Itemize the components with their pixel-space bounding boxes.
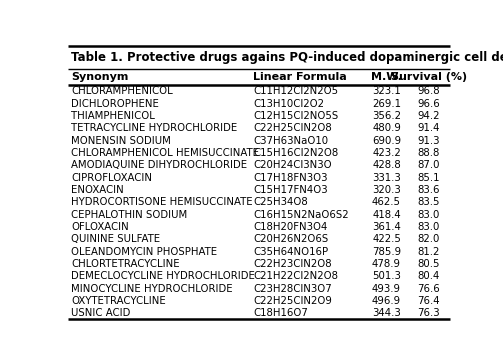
Text: 422.5: 422.5 [372,234,401,244]
Text: 493.9: 493.9 [372,283,401,294]
Text: CIPROFLOXACIN: CIPROFLOXACIN [71,173,152,183]
Text: 496.9: 496.9 [372,296,401,306]
Text: 480.9: 480.9 [372,123,401,133]
Text: 344.3: 344.3 [372,308,401,318]
Text: 785.9: 785.9 [372,247,401,257]
Text: C15H17FN4O3: C15H17FN4O3 [253,185,327,195]
Text: 269.1: 269.1 [372,99,401,109]
Text: 94.2: 94.2 [417,111,440,121]
Text: QUININE SULFATE: QUININE SULFATE [71,234,160,244]
Text: C15H16Cl2N2O8: C15H16Cl2N2O8 [253,148,338,158]
Text: CHLORTETRACYCLINE: CHLORTETRACYCLINE [71,259,180,269]
Text: OFLOXACIN: OFLOXACIN [71,222,129,232]
Text: 83.0: 83.0 [417,210,440,220]
Text: 76.4: 76.4 [417,296,440,306]
Text: C22H25ClN2O8: C22H25ClN2O8 [253,123,331,133]
Text: HYDROCORTISONE HEMISUCCINATE: HYDROCORTISONE HEMISUCCINATE [71,197,253,207]
Text: 361.4: 361.4 [372,222,401,232]
Text: 88.8: 88.8 [417,148,440,158]
Text: 423.2: 423.2 [372,148,401,158]
Text: 462.5: 462.5 [372,197,401,207]
Text: ENOXACIN: ENOXACIN [71,185,124,195]
Text: USNIC ACID: USNIC ACID [71,308,131,318]
Text: 91.4: 91.4 [417,123,440,133]
Text: C13H10Cl2O2: C13H10Cl2O2 [253,99,324,109]
Text: DEMECLOCYCLINE HYDROCHLORIDE: DEMECLOCYCLINE HYDROCHLORIDE [71,271,256,281]
Text: C25H34O8: C25H34O8 [253,197,308,207]
Text: 331.3: 331.3 [372,173,401,183]
Text: 478.9: 478.9 [372,259,401,269]
Text: C21H22Cl2N2O8: C21H22Cl2N2O8 [253,271,338,281]
Text: 85.1: 85.1 [417,173,440,183]
Text: OLEANDOMYCIN PHOSPHATE: OLEANDOMYCIN PHOSPHATE [71,247,218,257]
Text: 83.6: 83.6 [417,185,440,195]
Text: 83.0: 83.0 [417,222,440,232]
Text: M.W.: M.W. [371,72,402,82]
Text: CEPHALOTHIN SODIUM: CEPHALOTHIN SODIUM [71,210,188,220]
Text: C18H16O7: C18H16O7 [253,308,308,318]
Text: 323.1: 323.1 [372,87,401,96]
Text: C20H24Cl3N3O: C20H24Cl3N3O [253,160,331,171]
Text: CHLORAMPHENICOL: CHLORAMPHENICOL [71,87,173,96]
Text: Table 1. Protective drugs agains PQ-induced dopaminergic cell death: Table 1. Protective drugs agains PQ-indu… [70,51,503,64]
Text: TETRACYCLINE HYDROCHLORIDE: TETRACYCLINE HYDROCHLORIDE [71,123,238,133]
Text: C35H64NO16P: C35H64NO16P [253,247,328,257]
Text: OXYTETRACYCLINE: OXYTETRACYCLINE [71,296,166,306]
Text: 96.6: 96.6 [417,99,440,109]
Text: 418.4: 418.4 [372,210,401,220]
Text: Linear Formula: Linear Formula [253,72,347,82]
Text: C22H25ClN2O9: C22H25ClN2O9 [253,296,332,306]
Text: 76.6: 76.6 [417,283,440,294]
Text: C12H15Cl2NO5S: C12H15Cl2NO5S [253,111,338,121]
Text: Synonym: Synonym [71,72,129,82]
Text: CHLORAMPHENICOL HEMISUCCINATE: CHLORAMPHENICOL HEMISUCCINATE [71,148,260,158]
Text: C11H12Cl2N2O5: C11H12Cl2N2O5 [253,87,338,96]
Text: 690.9: 690.9 [372,136,401,146]
Text: 91.3: 91.3 [417,136,440,146]
Text: C23H28ClN3O7: C23H28ClN3O7 [253,283,331,294]
Text: 96.8: 96.8 [417,87,440,96]
Text: AMODIAQUINE DIHYDROCHLORIDE: AMODIAQUINE DIHYDROCHLORIDE [71,160,247,171]
Text: 76.3: 76.3 [417,308,440,318]
Text: 87.0: 87.0 [417,160,440,171]
Text: 501.3: 501.3 [372,271,401,281]
Text: C16H15N2NaO6S2: C16H15N2NaO6S2 [253,210,349,220]
Text: C18H20FN3O4: C18H20FN3O4 [253,222,327,232]
Text: 81.2: 81.2 [417,247,440,257]
Text: MONENSIN SODIUM: MONENSIN SODIUM [71,136,172,146]
Text: 82.0: 82.0 [417,234,440,244]
Text: DICHLOROPHENE: DICHLOROPHENE [71,99,159,109]
Text: THIAMPHENICOL: THIAMPHENICOL [71,111,155,121]
Text: C17H18FN3O3: C17H18FN3O3 [253,173,327,183]
Text: MINOCYCLINE HYDROCHLORIDE: MINOCYCLINE HYDROCHLORIDE [71,283,233,294]
Text: C37H63NaO10: C37H63NaO10 [253,136,328,146]
Text: C22H23ClN2O8: C22H23ClN2O8 [253,259,331,269]
Text: 320.3: 320.3 [372,185,401,195]
Text: 83.5: 83.5 [417,197,440,207]
Text: 80.5: 80.5 [417,259,440,269]
Text: C20H26N2O6S: C20H26N2O6S [253,234,328,244]
Text: 428.8: 428.8 [372,160,401,171]
Text: 356.2: 356.2 [372,111,401,121]
Text: 80.4: 80.4 [417,271,440,281]
Text: Survival (%): Survival (%) [390,72,467,82]
